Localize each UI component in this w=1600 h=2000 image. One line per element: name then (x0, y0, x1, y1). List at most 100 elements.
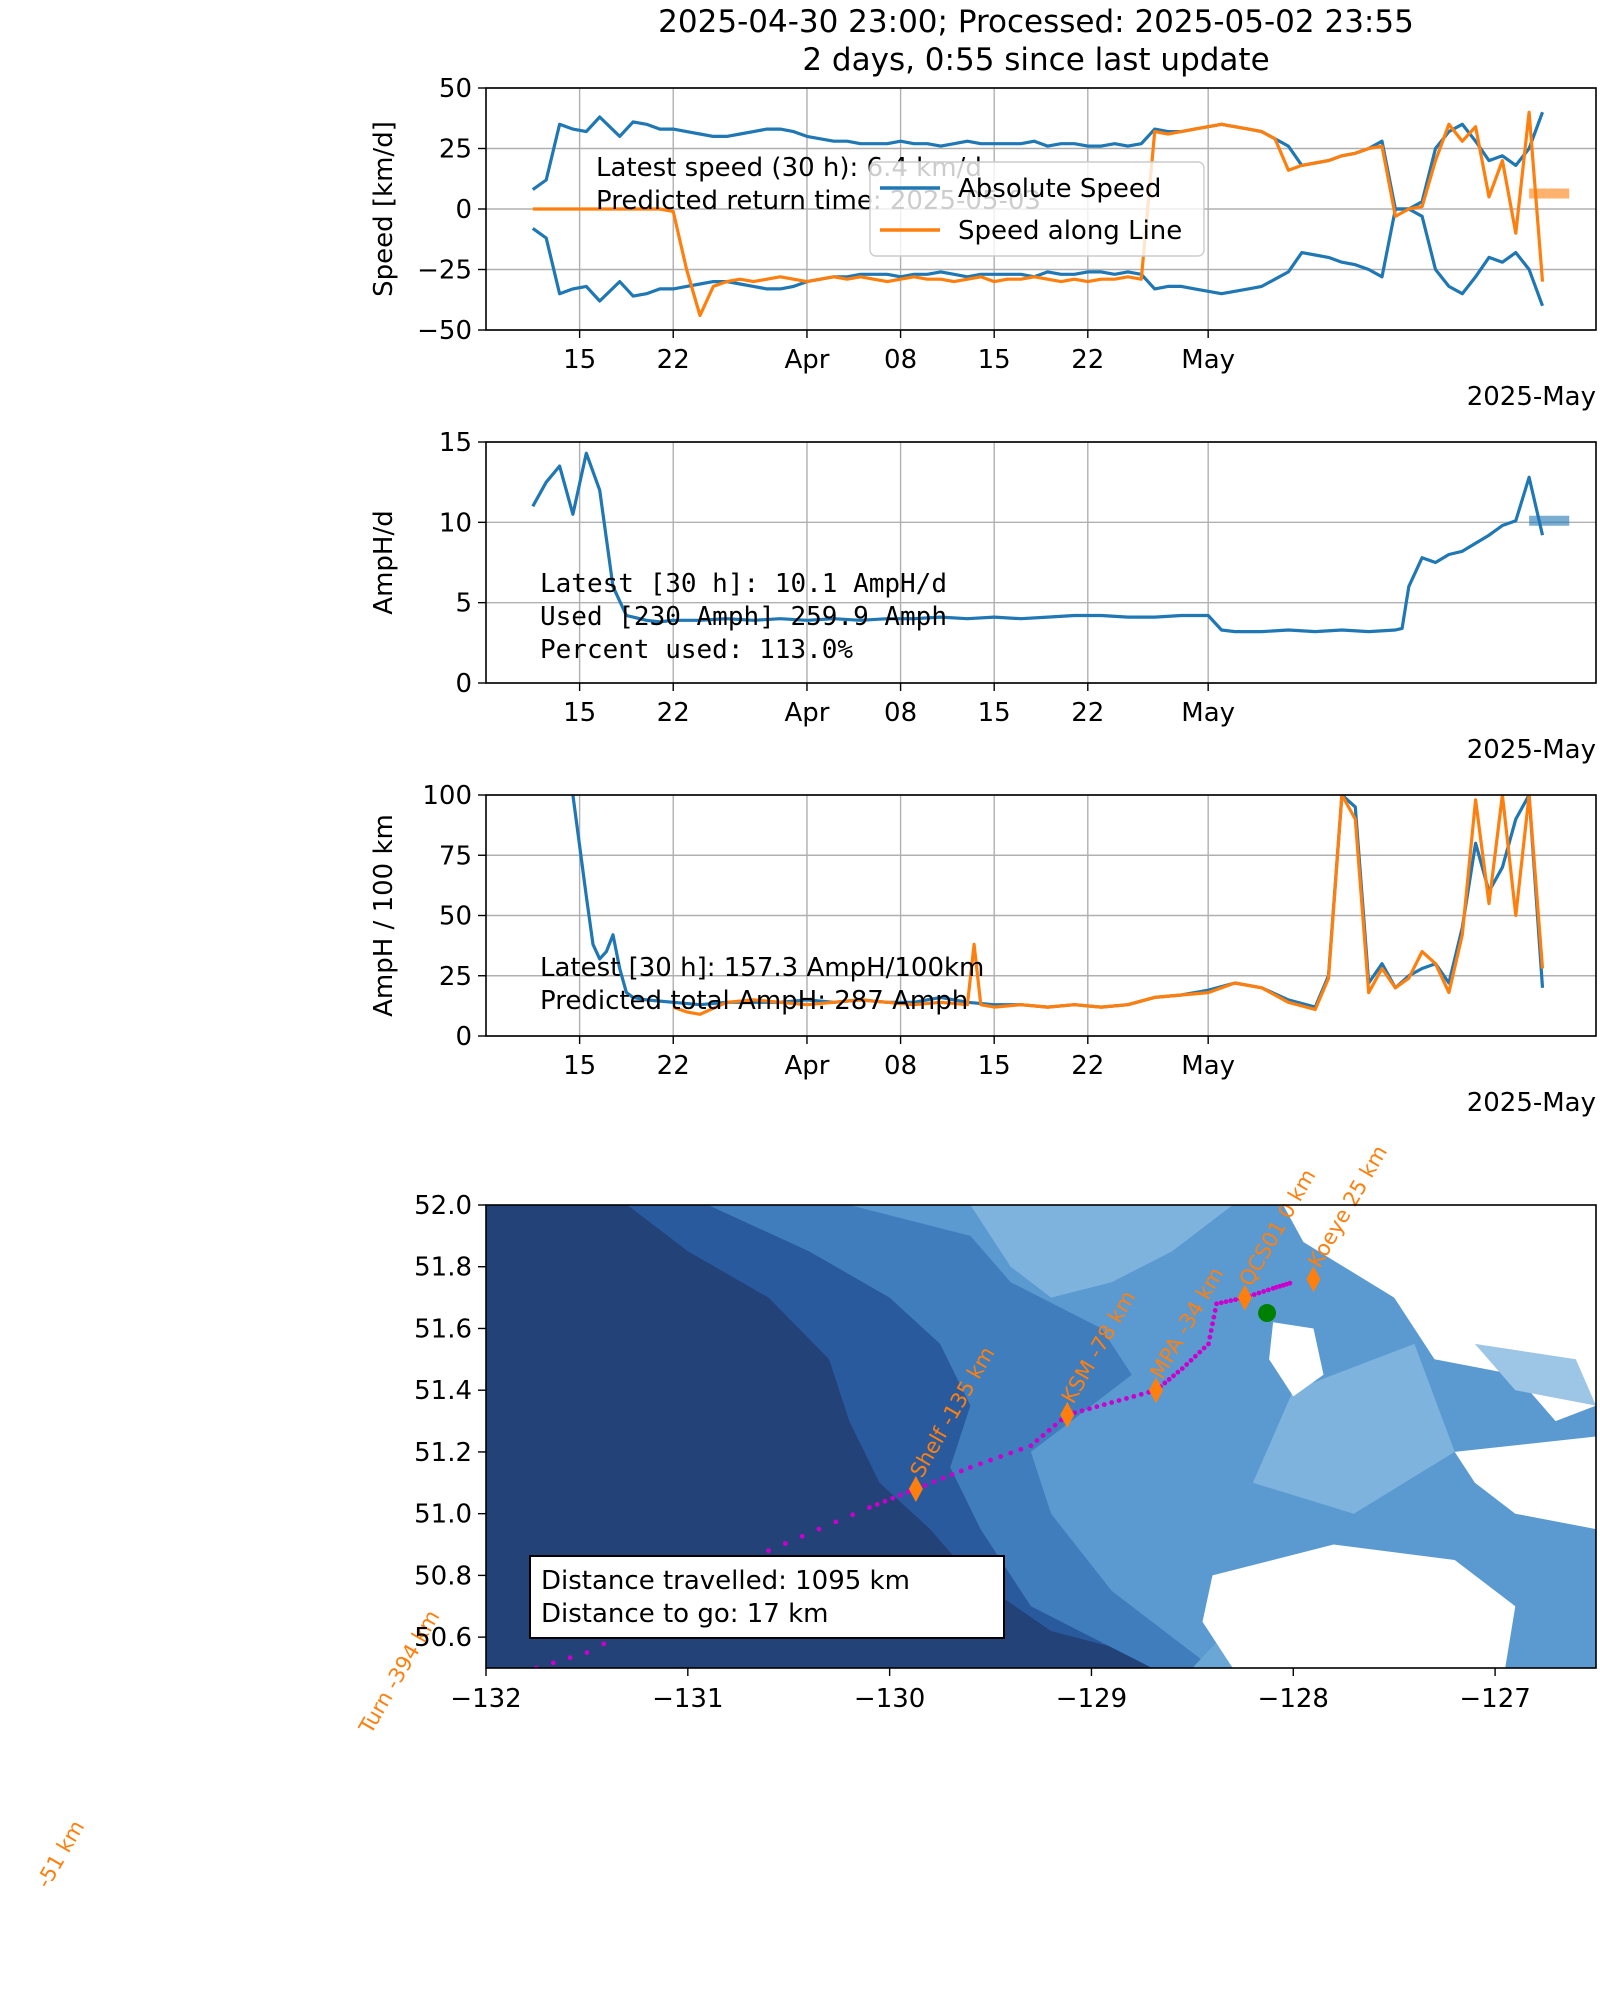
track-dot (1040, 1433, 1046, 1438)
track-dot (958, 1468, 964, 1474)
ytick-label: −25 (417, 256, 472, 286)
ytick-label: 75 (439, 841, 472, 871)
series-group (531, 451, 1545, 634)
track-dot (905, 1489, 911, 1495)
amph-annotation-1: Used [230 Amph] 259.9 Amph (540, 602, 947, 632)
ytick-label: 10 (439, 508, 472, 538)
track-dot (898, 1492, 903, 1498)
track-dot (1018, 1446, 1024, 1452)
ytick-label: 100 (422, 781, 472, 811)
xtick-label: May (1181, 345, 1235, 375)
xtick-label: 22 (1071, 345, 1104, 375)
xtick-label: May (1181, 1051, 1235, 1081)
xtick-label: Apr (784, 1051, 829, 1081)
track-dot (1201, 1345, 1207, 1351)
track-dot (1256, 1290, 1262, 1296)
track-dot (833, 1519, 839, 1525)
track-dot (816, 1526, 822, 1532)
track-dot (1052, 1422, 1058, 1428)
series-line-0 (531, 111, 1545, 211)
map-ytick-label: 51.6 (414, 1314, 472, 1344)
chart-panel-speed: 50 25 0 −25 −50 15 22 Apr 08 15 22 May 2025-May Speed… (369, 74, 1597, 412)
track-dot (500, 1676, 505, 1681)
axes-frame (485, 441, 1597, 684)
track-dot (1184, 1362, 1190, 1367)
track-dot (988, 1457, 993, 1463)
xtick-label: Apr (784, 345, 829, 375)
glider-position-marker (1258, 1304, 1277, 1323)
xtick-label: 15 (978, 698, 1011, 728)
track-dot (1233, 1297, 1238, 1303)
land-island (1454, 1436, 1596, 1530)
track-dot (867, 1505, 872, 1510)
map-ytick-label: 52.0 (414, 1191, 472, 1221)
track-dot (1094, 1404, 1100, 1410)
track-dot (1207, 1334, 1213, 1340)
xtick-label: 15 (563, 1051, 596, 1081)
info-box-line-1: Distance to go: 17 km (541, 1599, 829, 1629)
track-dot (1223, 1299, 1229, 1305)
waypoint-marker (1060, 1401, 1075, 1428)
chart-panel-amph_per_day: 15 10 5 0 15 22 Apr 08 15 22 May 2025-May AmpH/d Late… (369, 428, 1597, 765)
chart-panel-amph_per_100km: 100 75 50 25 0 15 22 Apr 08 15 22 May 2025-May AmpH /… (369, 781, 1597, 1118)
series-group (571, 795, 1545, 1016)
track-dot (517, 1671, 522, 1676)
track-dot (1008, 1450, 1014, 1456)
ytick-label: 5 (455, 589, 472, 619)
track-dot (1046, 1427, 1052, 1433)
track-dot (1206, 1341, 1211, 1347)
track-dot (949, 1472, 955, 1477)
info-box-line-0: Distance travelled: 1095 km (541, 1566, 910, 1596)
series-line-1 (672, 795, 1545, 1016)
ylabel: AmpH / 100 km (369, 814, 399, 1017)
xtick-label: 22 (657, 698, 690, 728)
shallow-bank (970, 1205, 1233, 1298)
track-dot (1087, 1406, 1092, 1412)
track-dot (1101, 1402, 1107, 1408)
track-dot (1034, 1438, 1040, 1444)
map-xtick-label: −132 (450, 1684, 521, 1714)
track-dot (799, 1533, 805, 1539)
track-dot (890, 1495, 896, 1501)
map-frame (485, 1204, 1597, 1669)
track-dot (940, 1475, 946, 1481)
xtick-label: May (1181, 698, 1235, 728)
track-dot (998, 1454, 1004, 1459)
map-ytick-label: 51.2 (414, 1438, 472, 1468)
ytick-label: 25 (439, 962, 472, 992)
track-dot (1211, 1314, 1217, 1320)
map-ytick-label: 51.0 (414, 1500, 472, 1530)
axes-frame (485, 87, 1597, 331)
track-dot (1079, 1408, 1085, 1414)
track-dot (882, 1498, 888, 1504)
xtick-label: 08 (884, 345, 917, 375)
map-xtick-label: −130 (854, 1684, 925, 1714)
track-dot (1188, 1357, 1194, 1363)
map-xtick-label: −128 (1258, 1684, 1329, 1714)
ytick-label: 50 (439, 74, 472, 104)
ytick-label: 25 (439, 135, 472, 165)
ytick-label: 50 (439, 902, 472, 932)
waypoint-marker (1237, 1284, 1252, 1311)
track-dot (931, 1479, 937, 1485)
xtick-label: 08 (884, 698, 917, 728)
amph-annotation-2: Percent used: 113.0% (540, 635, 853, 665)
land-vancouver-island (1202, 1544, 1516, 1668)
xtick-offset-label: 2025-May (1467, 735, 1596, 765)
track-dot (782, 1541, 788, 1546)
track-dot (1287, 1280, 1293, 1286)
track-dot (1138, 1391, 1144, 1397)
xtick-label: 22 (1071, 1051, 1104, 1081)
series-line-1 (532, 110, 1545, 318)
ylabel: Speed [km/d] (369, 121, 399, 297)
track-dot (1162, 1380, 1168, 1386)
xtick-label: 22 (1071, 698, 1104, 728)
track-dot (1208, 1328, 1214, 1333)
waypoint-label-6: -51 km (32, 1816, 90, 1892)
track-dot (567, 1655, 573, 1661)
xtick-label: 15 (563, 345, 596, 375)
track-dot (1131, 1393, 1137, 1399)
info-box-frame (529, 1555, 1005, 1639)
